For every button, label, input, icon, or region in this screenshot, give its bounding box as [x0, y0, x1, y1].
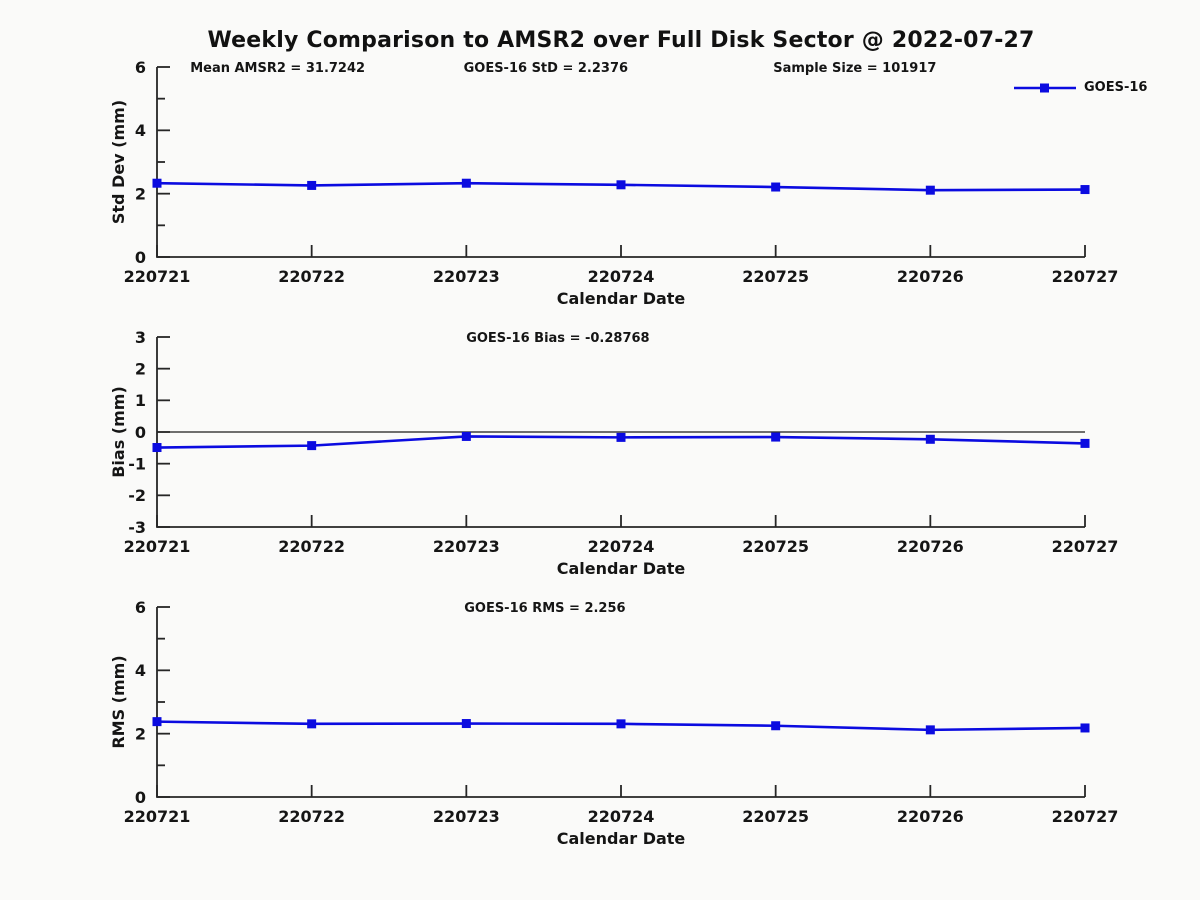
- y-tick-label: 4: [135, 121, 146, 140]
- y-axis-label: Bias (mm): [109, 386, 128, 478]
- y-tick-label: 3: [135, 328, 146, 347]
- data-point-marker: [307, 180, 317, 190]
- data-point-marker: [925, 185, 935, 195]
- x-axis-label: Calendar Date: [557, 289, 686, 308]
- y-tick-label: 0: [135, 248, 146, 267]
- figure-title: Weekly Comparison to AMSR2 over Full Dis…: [207, 28, 1035, 53]
- annotation: Mean AMSR2 = 31.7242: [190, 61, 365, 76]
- y-tick-label: 4: [135, 661, 146, 680]
- x-tick-label: 220721: [124, 537, 191, 556]
- data-point-marker: [461, 719, 471, 729]
- x-tick-label: 220721: [124, 807, 191, 826]
- x-tick-label: 220726: [897, 537, 964, 556]
- data-point-marker: [1080, 438, 1090, 448]
- rms-chart: 0 2 4 6 220721 220722 220723 220724 220725 220726…: [109, 598, 1119, 848]
- x-tick-label: 220725: [742, 267, 809, 286]
- data-point-marker: [152, 178, 162, 188]
- data-point-marker: [1080, 723, 1090, 733]
- x-tick-label: 220724: [588, 537, 655, 556]
- x-tick-label: 220726: [897, 267, 964, 286]
- x-tick-label: 220724: [588, 807, 655, 826]
- x-axis-label: Calendar Date: [557, 559, 686, 578]
- y-axis-label: Std Dev (mm): [109, 100, 128, 224]
- x-tick-label: 220723: [433, 537, 500, 556]
- y-tick-label: -2: [128, 486, 146, 505]
- data-point-marker: [461, 431, 471, 441]
- annotation: GOES-16 StD = 2.2376: [464, 61, 628, 76]
- data-point-marker: [925, 725, 935, 735]
- x-tick-label: 220727: [1052, 807, 1119, 826]
- data-point-marker: [771, 721, 781, 731]
- x-axis-label: Calendar Date: [557, 829, 686, 848]
- axis-spines: [156, 67, 1085, 258]
- x-tick-label: 220723: [433, 267, 500, 286]
- y-tick-label: 1: [135, 391, 146, 410]
- data-point-marker: [1080, 185, 1090, 195]
- bias-chart: -3 -2 -1 0 1 2 3 220721 220722 220723 220724 220725…: [109, 328, 1119, 578]
- y-tick-label: 2: [135, 724, 146, 743]
- data-point-marker: [307, 441, 317, 451]
- axis-spines: [156, 607, 1085, 798]
- data-point-marker: [152, 443, 162, 453]
- legend-line-marker-icon: [1014, 83, 1076, 92]
- x-tick-label: 220725: [742, 807, 809, 826]
- x-tick-label: 220722: [278, 807, 345, 826]
- y-tick-label: -3: [128, 518, 146, 537]
- x-tick-label: 220723: [433, 807, 500, 826]
- data-point-marker: [616, 719, 626, 729]
- legend: GOES-16: [1013, 80, 1147, 95]
- data-point-marker: [461, 178, 471, 188]
- x-tick-label: 220726: [897, 807, 964, 826]
- data-point-marker: [925, 434, 935, 444]
- y-tick-label: 6: [135, 598, 146, 617]
- y-tick-label: 0: [135, 788, 146, 807]
- stddev-chart: 0 2 4 6 220721 220722 220723 220724 220725 220726…: [109, 58, 1119, 308]
- y-tick-label: -1: [128, 454, 146, 473]
- data-point-marker: [152, 717, 162, 727]
- data-point-marker: [616, 432, 626, 442]
- data-point-marker: [771, 182, 781, 192]
- y-tick-label: 2: [135, 359, 146, 378]
- y-tick-label: 6: [135, 58, 146, 77]
- legend-square-marker-icon: [1040, 83, 1049, 92]
- x-tick-label: 220727: [1052, 267, 1119, 286]
- x-tick-label: 220722: [278, 267, 345, 286]
- annotation: Sample Size = 101917: [773, 61, 936, 76]
- x-tick-label: 220724: [588, 267, 655, 286]
- data-point-marker: [616, 180, 626, 190]
- legend-label: GOES-16: [1084, 80, 1148, 95]
- x-tick-label: 220721: [124, 267, 191, 286]
- x-tick-label: 220725: [742, 537, 809, 556]
- x-tick-label: 220722: [278, 537, 345, 556]
- y-tick-label: 0: [135, 423, 146, 442]
- x-tick-label: 220727: [1052, 537, 1119, 556]
- annotation: GOES-16 RMS = 2.256: [464, 601, 625, 616]
- y-tick-label: 2: [135, 184, 146, 203]
- data-point-marker: [771, 432, 781, 442]
- data-point-marker: [307, 719, 317, 729]
- annotation: GOES-16 Bias = -0.28768: [466, 331, 649, 346]
- y-axis-label: RMS (mm): [109, 655, 128, 748]
